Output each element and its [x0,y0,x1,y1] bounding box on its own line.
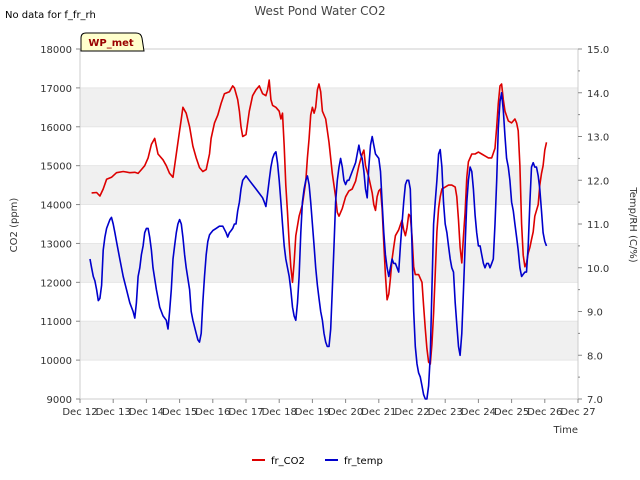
y-axis-left: 9000 10000 11000 12000 13000 14000 15000 16000 1… [40,45,80,406]
x-tick-label: Dec 21 [361,407,396,418]
y2-tick-label: 10.0 [587,264,609,275]
y-tick-label: 17000 [40,84,72,95]
legend: fr_CO2 fr_temp [252,456,383,467]
series-lines [89,79,548,400]
y2-tick-label: 7.0 [587,395,603,406]
site-badge: WP_met [80,32,145,52]
x-tick-label: Dec 24 [461,407,496,418]
x-tick-label: Dec 22 [394,407,429,418]
y-tick-label: 16000 [40,123,72,134]
plot-band [80,243,578,283]
y-tick-label: 11000 [40,317,72,328]
y-tick-label: 18000 [40,45,72,56]
x-tick-label: Dec 17 [228,407,263,418]
x-tick-label: Dec 23 [428,407,463,418]
series-line-fr-temp [89,92,548,400]
y-axis-right: 7.0 8.0 9.0 10.0 11.0 12.0 13.0 14.0 15.0 [578,45,609,406]
plot-band [80,165,578,205]
x-axis-title: Time [553,425,578,436]
y2-tick-label: 8.0 [587,351,603,362]
y2-tick-label: 14.0 [587,89,609,100]
no-data-note: No data for f_fr_rh [5,10,96,21]
y-tick-label: 9000 [47,395,72,406]
y-axis-title: CO2 (ppm) [9,198,20,253]
site-badge-label: WP_met [88,38,134,49]
y-tick-label: 13000 [40,239,72,250]
y2-axis-title: Temp/RH (C/%) [627,186,638,262]
x-tick-label: Dec 14 [129,407,164,418]
y-tick-label: 14000 [40,201,72,212]
x-tick-label: Dec 19 [295,407,330,418]
y-tick-label: 15000 [40,162,72,173]
chart-title: West Pond Water CO2 [254,4,385,18]
x-tick-label: Dec 18 [262,407,297,418]
y2-tick-label: 11.0 [587,220,609,231]
y2-tick-label: 9.0 [587,308,603,319]
x-tick-label: Dec 26 [527,407,562,418]
legend-label-fr-co2: fr_CO2 [271,456,305,467]
x-tick-label: Dec 15 [162,407,197,418]
y-tick-label: 10000 [40,356,72,367]
x-tick-label: Dec 12 [62,407,97,418]
series-line-fr-CO2 [91,79,548,365]
x-tick-label: Dec 16 [195,407,230,418]
y2-tick-label: 15.0 [587,45,609,56]
x-tick-label: Dec 20 [328,407,363,418]
y2-tick-label: 13.0 [587,133,609,144]
legend-label-fr-temp: fr_temp [344,456,383,467]
x-tick-label: Dec 27 [560,407,595,418]
y2-tick-label: 12.0 [587,176,609,187]
y-tick-label: 12000 [40,278,72,289]
plot-band [80,87,578,127]
site-badge-shape [80,32,145,52]
x-tick-label: Dec 13 [96,407,131,418]
x-tick-label: Dec 25 [494,407,529,418]
